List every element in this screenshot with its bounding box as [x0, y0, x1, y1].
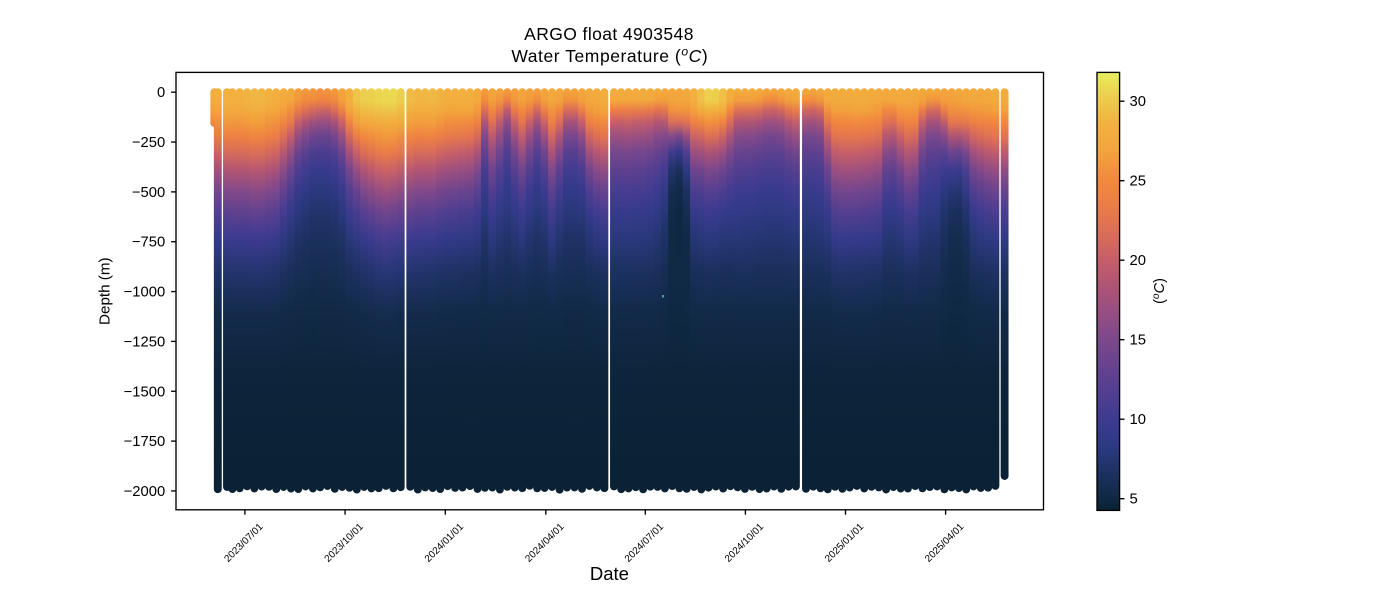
svg-text:−500: −500 [132, 185, 165, 201]
svg-text:Depth (m): Depth (m) [97, 257, 114, 325]
svg-text:(oC): (oC) [1151, 278, 1168, 304]
svg-text:30: 30 [1130, 94, 1146, 110]
svg-text:−1500: −1500 [124, 384, 166, 400]
svg-text:15: 15 [1130, 333, 1146, 349]
svg-text:Water Temperature (oC): Water Temperature (oC) [511, 44, 708, 66]
svg-text:−1000: −1000 [124, 285, 166, 301]
svg-text:−2000: −2000 [124, 484, 166, 500]
svg-text:25: 25 [1130, 174, 1146, 190]
svg-text:0: 0 [157, 85, 165, 101]
svg-text:20: 20 [1130, 253, 1146, 269]
svg-text:−1750: −1750 [124, 434, 166, 450]
svg-text:5: 5 [1130, 492, 1138, 508]
svg-text:−1250: −1250 [124, 334, 166, 350]
svg-text:10: 10 [1130, 412, 1146, 428]
svg-text:−250: −250 [132, 135, 165, 151]
svg-text:ARGO float 4903548: ARGO float 4903548 [524, 24, 694, 44]
svg-text:Date: Date [590, 563, 629, 584]
svg-text:−750: −750 [132, 235, 165, 251]
